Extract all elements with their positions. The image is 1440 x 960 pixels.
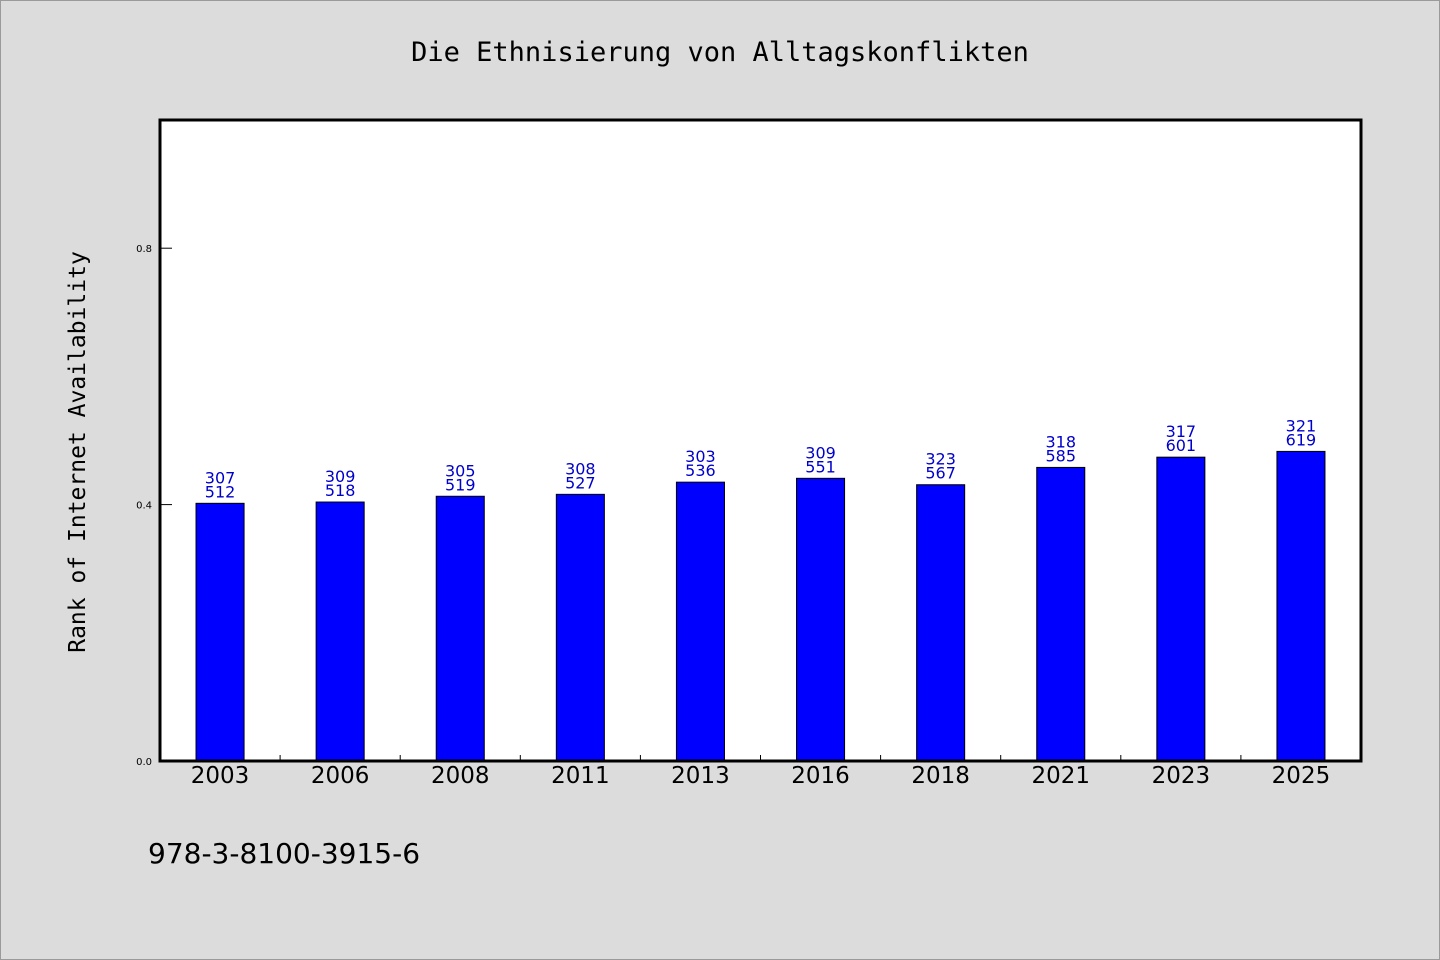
data-label-bottom-2021: 585: [1045, 446, 1076, 465]
y-tick-label: 0.4: [136, 501, 152, 512]
x-tick-label-2006: 2006: [311, 763, 370, 789]
data-label-top-2006: 309: [325, 467, 356, 486]
data-label-bottom-2013: 536: [685, 461, 716, 480]
data-label-top-2025: 321: [1286, 416, 1317, 435]
data-label-top-2016: 309: [805, 443, 836, 462]
bar-2003: [195, 502, 245, 762]
data-label-top-2013: 303: [685, 447, 716, 466]
bar-2016: [796, 477, 846, 762]
x-tick-label-2025: 2025: [1272, 763, 1331, 789]
x-tick-label-2016: 2016: [791, 763, 850, 789]
data-label-bottom-2008: 519: [445, 475, 476, 494]
data-label-top-2018: 323: [925, 450, 956, 469]
data-label-bottom-2023: 601: [1166, 436, 1197, 455]
data-label-top-2023: 317: [1166, 422, 1197, 441]
data-label-top-2021: 318: [1045, 432, 1076, 451]
bar-2011: [555, 493, 605, 762]
x-tick-label-2018: 2018: [911, 763, 970, 789]
labels-layer: 3075122003309518200630551920083085272011…: [136, 244, 1330, 789]
data-label-bottom-2011: 527: [565, 473, 596, 492]
data-label-top-2011: 308: [565, 459, 596, 478]
bar-2025: [1276, 450, 1326, 762]
plot-border: [158, 118, 1363, 763]
bar-2023: [1156, 456, 1206, 762]
x-tick-label-2023: 2023: [1152, 763, 1211, 789]
bar-2006: [315, 501, 365, 762]
data-label-bottom-2006: 518: [325, 481, 356, 500]
chart-title: Die Ethnisierung von Alltagskonflikten: [411, 37, 1029, 68]
x-tick-label-2008: 2008: [431, 763, 490, 789]
bar-2008: [435, 495, 485, 762]
data-label-bottom-2018: 567: [925, 464, 956, 483]
data-label-top-2008: 305: [445, 461, 476, 480]
data-label-bottom-2016: 551: [805, 457, 836, 476]
bar-2018: [916, 484, 966, 762]
footer-isbn: 978-3-8100-3915-6: [148, 837, 420, 870]
x-tick-label-2003: 2003: [191, 763, 250, 789]
bar-2021: [1036, 466, 1086, 762]
y-axis-label: Rank of Internet Availability: [65, 251, 91, 653]
y-tick-label: 0.8: [136, 244, 152, 255]
data-label-bottom-2003: 512: [205, 482, 236, 501]
bar-2013: [675, 481, 725, 762]
bars-layer: [195, 450, 1326, 762]
x-tick-label-2021: 2021: [1031, 763, 1090, 789]
y-tick-label: 0.0: [136, 757, 152, 768]
data-label-bottom-2025: 619: [1286, 430, 1317, 449]
data-label-top-2003: 307: [205, 468, 236, 487]
x-tick-label-2011: 2011: [551, 763, 610, 789]
x-tick-label-2013: 2013: [671, 763, 730, 789]
